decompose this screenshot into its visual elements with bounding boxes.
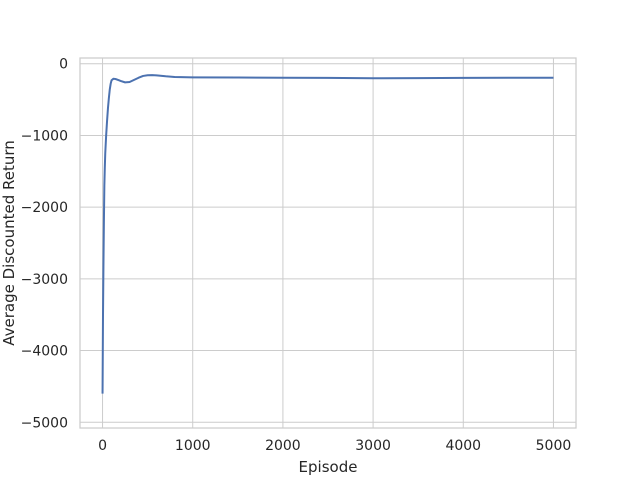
x-tick-label: 4000 [445,438,481,454]
x-tick-label: 5000 [536,438,572,454]
x-tick-label: 1000 [175,438,211,454]
y-tick-labels: 0 −1000 −2000 −3000 −4000 −5000 [21,57,68,432]
y-tick-label: −2000 [21,200,68,216]
x-tick-label: 3000 [355,438,391,454]
y-tick-label: 0 [59,57,68,73]
x-axis-label: Episode [299,458,358,476]
x-tick-label: 2000 [265,438,301,454]
y-tick-label: −4000 [21,344,68,360]
y-tick-label: −5000 [21,415,68,431]
axes-spines [79,57,577,429]
plot-area [80,58,576,428]
x-tick-label: 0 [98,438,107,454]
y-tick-label: −1000 [21,128,68,144]
x-tick-labels: 0 1000 2000 3000 4000 5000 [98,438,571,454]
series-group [101,74,554,412]
y-tick-label: −3000 [21,272,68,288]
series-0-line [101,74,554,394]
grid-lines [80,58,576,428]
axes-frame [79,57,577,429]
y-axis-label: Average Discounted Return [0,140,18,346]
